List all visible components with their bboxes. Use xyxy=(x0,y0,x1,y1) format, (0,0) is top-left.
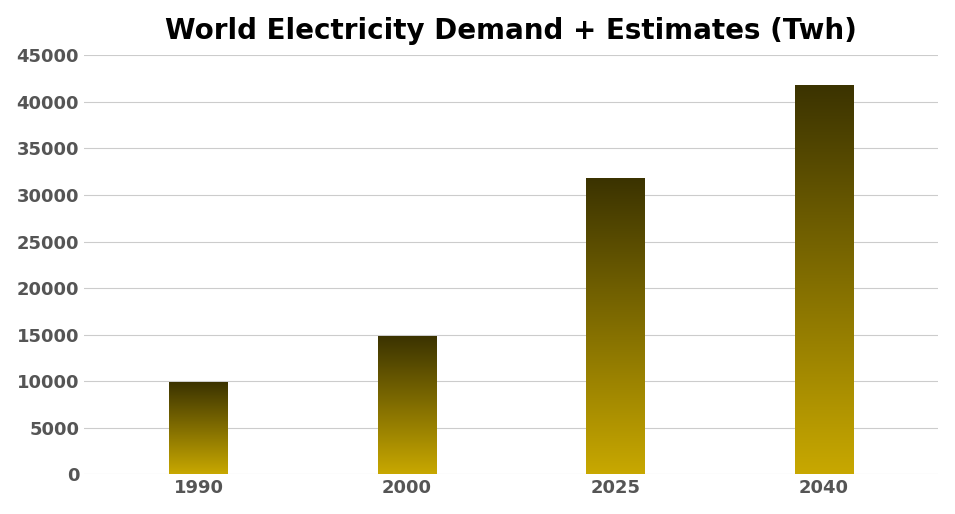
Title: World Electricity Demand + Estimates (Twh): World Electricity Demand + Estimates (Tw… xyxy=(165,16,858,45)
